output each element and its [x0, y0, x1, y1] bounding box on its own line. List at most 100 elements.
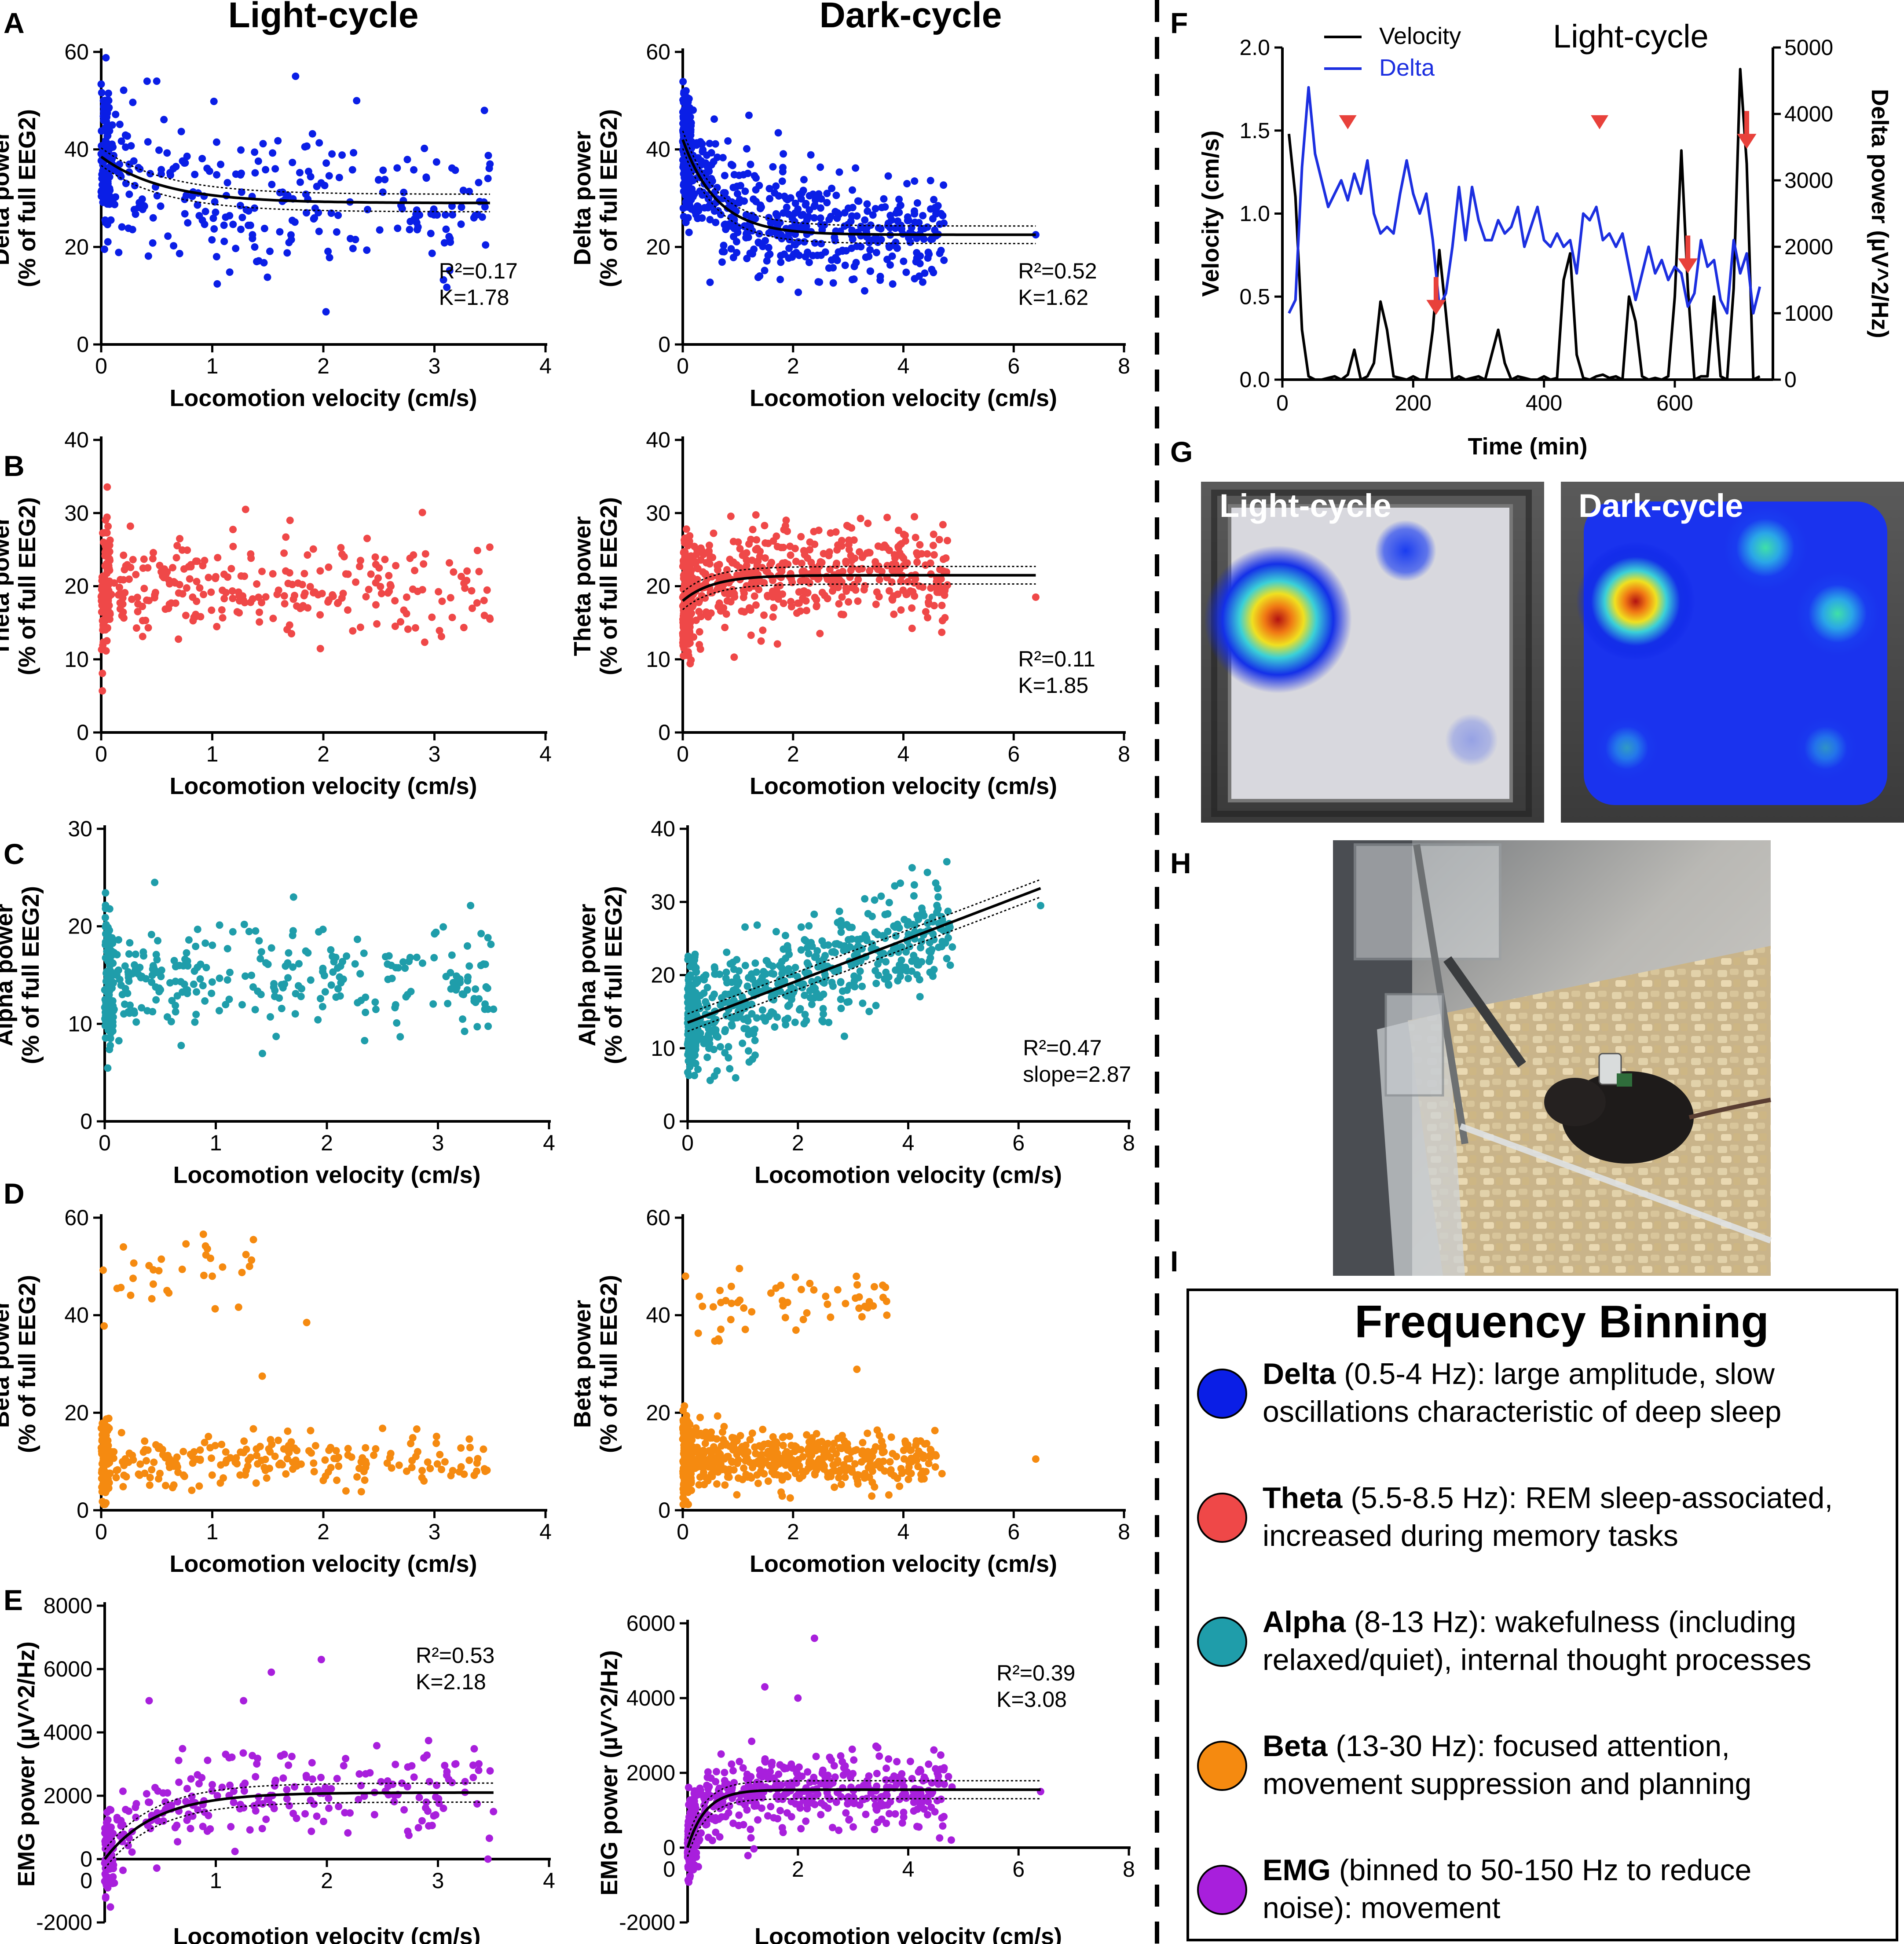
data-point — [280, 592, 288, 600]
y-tick-label: 6000 — [626, 1611, 675, 1636]
data-point — [478, 213, 486, 221]
data-point — [253, 1452, 261, 1460]
data-point — [102, 1428, 110, 1436]
data-point — [407, 988, 415, 996]
data-point — [428, 1822, 436, 1830]
data-point — [148, 971, 156, 979]
data-point — [179, 1745, 187, 1753]
data-point — [900, 257, 908, 265]
data-point — [913, 1823, 921, 1831]
data-point — [229, 526, 237, 534]
y-tick-label: 0 — [80, 1109, 92, 1134]
data-point — [217, 161, 225, 168]
data-point — [99, 161, 107, 169]
data-point — [319, 926, 327, 934]
data-point — [182, 986, 190, 994]
data-point — [240, 1437, 248, 1445]
data-point — [455, 1468, 463, 1476]
data-point — [829, 264, 837, 272]
data-point — [191, 1018, 199, 1026]
y-tick-label: 4000 — [626, 1686, 675, 1710]
data-point — [282, 533, 290, 541]
data-point — [447, 594, 454, 602]
data-point — [702, 998, 710, 1006]
data-point — [259, 140, 267, 148]
data-point — [448, 614, 456, 622]
data-point — [912, 1437, 920, 1445]
data-point — [712, 219, 720, 227]
data-point — [699, 1302, 707, 1310]
data-point — [784, 944, 791, 952]
data-point — [841, 1473, 849, 1481]
data-point — [316, 611, 324, 619]
data-point — [800, 547, 808, 555]
x-tick-label: 1 — [210, 1131, 222, 1155]
data-point — [919, 212, 927, 220]
data-point — [211, 1442, 219, 1450]
data-point — [813, 596, 820, 604]
data-point — [935, 536, 943, 544]
data-point — [157, 973, 165, 981]
data-point — [432, 158, 440, 166]
data-point — [853, 1366, 861, 1373]
data-point — [723, 566, 731, 574]
data-point — [687, 1474, 695, 1482]
data-point — [432, 1793, 439, 1801]
data-point — [238, 1269, 246, 1277]
data-point — [411, 567, 419, 575]
data-point — [140, 585, 148, 593]
scatter-points — [97, 483, 494, 695]
data-point — [170, 242, 178, 250]
data-point — [283, 1795, 291, 1803]
data-point — [832, 191, 840, 199]
x-tick-label: 4 — [897, 354, 910, 378]
data-point — [403, 593, 410, 601]
data-point — [256, 608, 264, 616]
data-point — [816, 630, 824, 637]
data-point — [362, 593, 370, 600]
data-point — [121, 1457, 128, 1465]
data-point — [248, 971, 256, 979]
y-tick-label: 2000 — [44, 1783, 92, 1808]
data-point — [705, 1447, 713, 1455]
data-point — [682, 525, 690, 533]
data-point — [248, 1256, 256, 1264]
data-point — [99, 538, 107, 546]
data-point — [164, 232, 172, 240]
data-point — [895, 565, 903, 573]
data-point — [258, 1372, 266, 1380]
x-tick-label: 4 — [543, 1131, 555, 1155]
data-point — [283, 1786, 291, 1794]
data-point — [432, 1432, 440, 1440]
x-tick-label: 4 — [897, 742, 910, 766]
data-point — [803, 944, 811, 952]
data-point — [713, 1480, 721, 1488]
data-point — [696, 187, 704, 195]
data-point — [289, 963, 297, 971]
x-tick-label: 8 — [1118, 354, 1130, 378]
data-point — [392, 1761, 399, 1768]
data-point — [741, 962, 749, 970]
data-point — [395, 1461, 403, 1469]
data-point — [930, 602, 938, 610]
data-point — [99, 198, 107, 206]
data-point — [705, 547, 713, 555]
data-point — [120, 1243, 127, 1251]
data-point — [124, 989, 132, 997]
data-point — [442, 225, 450, 233]
data-point — [910, 207, 918, 215]
data-point — [939, 555, 947, 563]
data-point — [817, 214, 824, 222]
data-point — [360, 949, 368, 957]
data-point — [825, 548, 833, 556]
data-point — [340, 1762, 348, 1770]
data-point — [229, 928, 237, 936]
data-point — [201, 220, 209, 228]
data-point — [110, 1454, 117, 1462]
data-point — [853, 242, 861, 250]
data-point — [930, 531, 937, 538]
data-point — [923, 868, 931, 876]
data-point — [458, 203, 465, 211]
data-point — [269, 570, 277, 578]
fit-annotation: K=2.18 — [416, 1669, 486, 1694]
